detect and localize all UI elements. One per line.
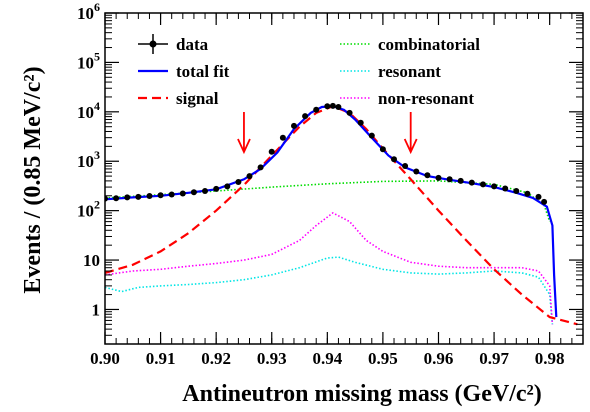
data-point [357, 119, 364, 126]
legend-data-marker [149, 40, 157, 48]
data-point [113, 195, 120, 202]
y-tick-label: 1 [92, 300, 101, 319]
data-point [391, 156, 397, 163]
x-tick-label: 0.95 [368, 349, 398, 368]
x-axis-label: Antineutron missing mass (GeV/c²) [182, 381, 541, 407]
data-point [329, 102, 336, 109]
data-point [346, 109, 353, 116]
data-point [524, 190, 531, 197]
series-layer [105, 102, 578, 326]
x-tick-label: 0.92 [201, 349, 231, 368]
data-point [335, 104, 342, 110]
data-point [257, 164, 264, 171]
data-point [424, 172, 431, 179]
x-tick-label: 0.97 [479, 349, 509, 368]
legend: data total fit signal combinatorial resonant… [138, 34, 480, 108]
resonant-line [105, 256, 554, 325]
data-point [513, 188, 520, 194]
x-tick-label: 0.96 [424, 349, 454, 368]
axis-layer: 0.90 0.91 0.92 0.93 0.94 0.95 0.96 0.97 0.981101… [77, 0, 583, 368]
legend-data-label: data [176, 35, 209, 54]
data-point [224, 183, 231, 190]
data-point [268, 148, 275, 155]
legend-combinatorial-label: combinatorial [378, 35, 480, 54]
data-point [157, 192, 164, 199]
data-point [402, 163, 409, 169]
data-point [213, 185, 220, 192]
data-point [246, 173, 253, 180]
data-point [502, 185, 509, 192]
legend-total-fit-label: total fit [176, 62, 230, 81]
x-tick-label: 0.90 [90, 349, 120, 368]
data-point [368, 132, 375, 139]
data-point [435, 174, 442, 181]
data-point [202, 188, 208, 194]
legend-signal-label: signal [176, 89, 219, 108]
data-point [291, 122, 297, 129]
data-point [541, 198, 548, 205]
signal-window-arrow [237, 112, 251, 155]
data-point [468, 179, 475, 186]
data-point [446, 176, 453, 183]
data-point [480, 181, 486, 188]
y-axis-label: Events / (0.85 MeV/c²) [20, 66, 46, 293]
legend-non-resonant-label: non-resonant [378, 89, 474, 108]
signal-window-arrow [403, 112, 418, 155]
data-point [413, 168, 420, 175]
data-point [190, 189, 197, 196]
data-point [168, 191, 175, 198]
data-point [279, 134, 286, 141]
data-point [302, 113, 309, 120]
data-point [124, 194, 131, 201]
non-resonant-line [105, 211, 554, 325]
data-point [179, 190, 186, 197]
data-point [379, 146, 386, 153]
data-point [491, 183, 498, 190]
plot-frame [104, 12, 584, 345]
x-tick-label: 0.93 [257, 349, 287, 368]
data-point [235, 179, 242, 185]
data-point [135, 193, 142, 200]
data-point [535, 193, 542, 200]
data-point [457, 177, 464, 184]
x-tick-label: 0.98 [535, 349, 565, 368]
data-point [313, 106, 320, 113]
legend-resonant-label: resonant [378, 62, 441, 81]
y-tick-label: 10 [83, 251, 100, 270]
x-tick-label: 0.91 [146, 349, 176, 368]
data-point [146, 193, 153, 199]
x-tick-label: 0.94 [312, 349, 342, 368]
data-point [324, 103, 331, 110]
plot-area [105, 102, 578, 326]
